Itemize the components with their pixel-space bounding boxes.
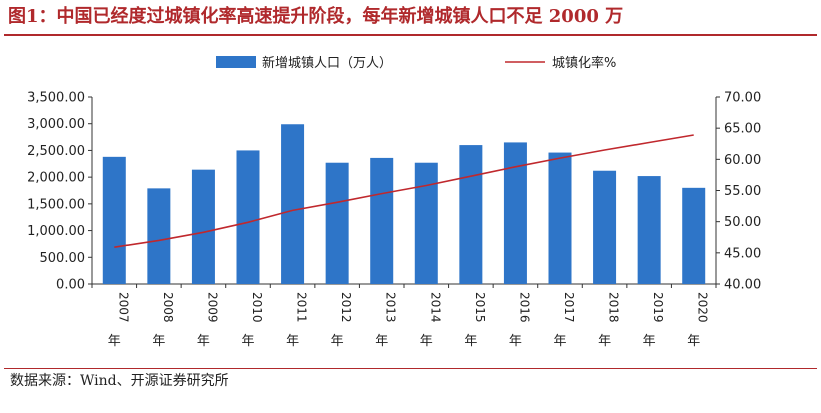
x-tick-label: 2017 bbox=[562, 292, 576, 323]
x-tick-label: 2011 bbox=[295, 292, 309, 323]
x-tick-label: 2012 bbox=[339, 292, 353, 323]
legend: 新增城镇人口（万人） 城镇化率% bbox=[216, 55, 616, 71]
x-tick-label: 2013 bbox=[384, 292, 398, 323]
bar-2014年 bbox=[414, 162, 438, 284]
legend-bar-label: 新增城镇人口（万人） bbox=[262, 55, 392, 71]
bar-2013年 bbox=[370, 157, 394, 284]
bar-2012年 bbox=[325, 162, 349, 284]
x-tick-label: 2015 bbox=[473, 292, 487, 323]
y-right-tick-label: 65.00 bbox=[724, 122, 761, 137]
x-tick-label-suffix: 年 bbox=[152, 334, 165, 349]
y-left-tick-label: 1,000.00 bbox=[27, 224, 85, 239]
x-tick-label-suffix: 年 bbox=[553, 334, 566, 349]
data-source-note: 数据来源：Wind、开源证券研究所 bbox=[10, 373, 229, 389]
bar-2009年 bbox=[191, 169, 215, 284]
y-left-tick-label: 2,000.00 bbox=[27, 171, 85, 186]
x-tick-label: 2018 bbox=[607, 292, 621, 323]
y-left-tick-label: 3,000.00 bbox=[27, 117, 85, 132]
x-tick-label-suffix: 年 bbox=[687, 334, 700, 349]
y-right-tick-label: 60.00 bbox=[724, 153, 761, 168]
x-tick-label-suffix: 年 bbox=[420, 334, 433, 349]
x-tick-label-suffix: 年 bbox=[509, 334, 522, 349]
y-left-tick-label: 2,500.00 bbox=[27, 144, 85, 159]
y-right-tick-label: 55.00 bbox=[724, 184, 761, 199]
x-tick-label: 2020 bbox=[696, 292, 710, 323]
bar-2008年 bbox=[147, 188, 171, 284]
y-left-tick-label: 0.00 bbox=[56, 278, 85, 293]
bar-2020年 bbox=[682, 187, 706, 284]
x-tick-label-suffix: 年 bbox=[108, 334, 121, 349]
x-tick-label: 2014 bbox=[428, 292, 442, 323]
bar-2007年 bbox=[102, 156, 126, 284]
y-left-tick-label: 3,500.00 bbox=[27, 91, 85, 106]
urbanization-rate-line bbox=[114, 134, 694, 248]
y-right-tick-label: 50.00 bbox=[724, 215, 761, 230]
x-tick-label: 2009 bbox=[205, 292, 219, 323]
x-tick-label-suffix: 年 bbox=[464, 334, 477, 349]
x-tick-label-suffix: 年 bbox=[197, 334, 210, 349]
x-tick-label: 2010 bbox=[250, 292, 264, 323]
bar-2018年 bbox=[593, 170, 617, 284]
legend-line-label: 城镇化率% bbox=[552, 55, 616, 71]
footer-divider bbox=[4, 368, 817, 369]
bar-2010年 bbox=[236, 150, 260, 284]
y-left-tick-label: 500.00 bbox=[40, 251, 86, 266]
x-tick-label: 2019 bbox=[651, 292, 665, 323]
x-tick-label: 2008 bbox=[161, 292, 175, 323]
bar-2015年 bbox=[459, 145, 483, 284]
chart-title: 图1：中国已经度过城镇化率高速提升阶段，每年新增城镇人口不足 2000 万 bbox=[8, 6, 624, 27]
x-tick-label-suffix: 年 bbox=[643, 334, 656, 349]
legend-bar-swatch bbox=[216, 56, 256, 68]
bar-2017年 bbox=[548, 152, 572, 284]
x-tick-label: 2016 bbox=[517, 292, 531, 323]
y-right-tick-label: 70.00 bbox=[724, 91, 761, 106]
x-tick-label-suffix: 年 bbox=[598, 334, 611, 349]
y-right-tick-label: 45.00 bbox=[724, 246, 761, 261]
x-tick-label-suffix: 年 bbox=[241, 334, 254, 349]
y-right-tick-label: 40.00 bbox=[724, 278, 761, 293]
bar-2016年 bbox=[503, 142, 527, 284]
bar-2011年 bbox=[281, 124, 305, 285]
x-tick-label: 2007 bbox=[116, 292, 130, 323]
x-tick-label-suffix: 年 bbox=[375, 334, 388, 349]
bar-2019年 bbox=[637, 176, 661, 284]
x-tick-label-suffix: 年 bbox=[331, 334, 344, 349]
title-divider bbox=[4, 34, 817, 36]
y-left-tick-label: 1,500.00 bbox=[27, 197, 85, 212]
x-tick-label-suffix: 年 bbox=[286, 334, 299, 349]
combo-chart: 新增城镇人口（万人） 城镇化率% 0.00 500.00 1,000.00 1,500… bbox=[27, 55, 761, 349]
